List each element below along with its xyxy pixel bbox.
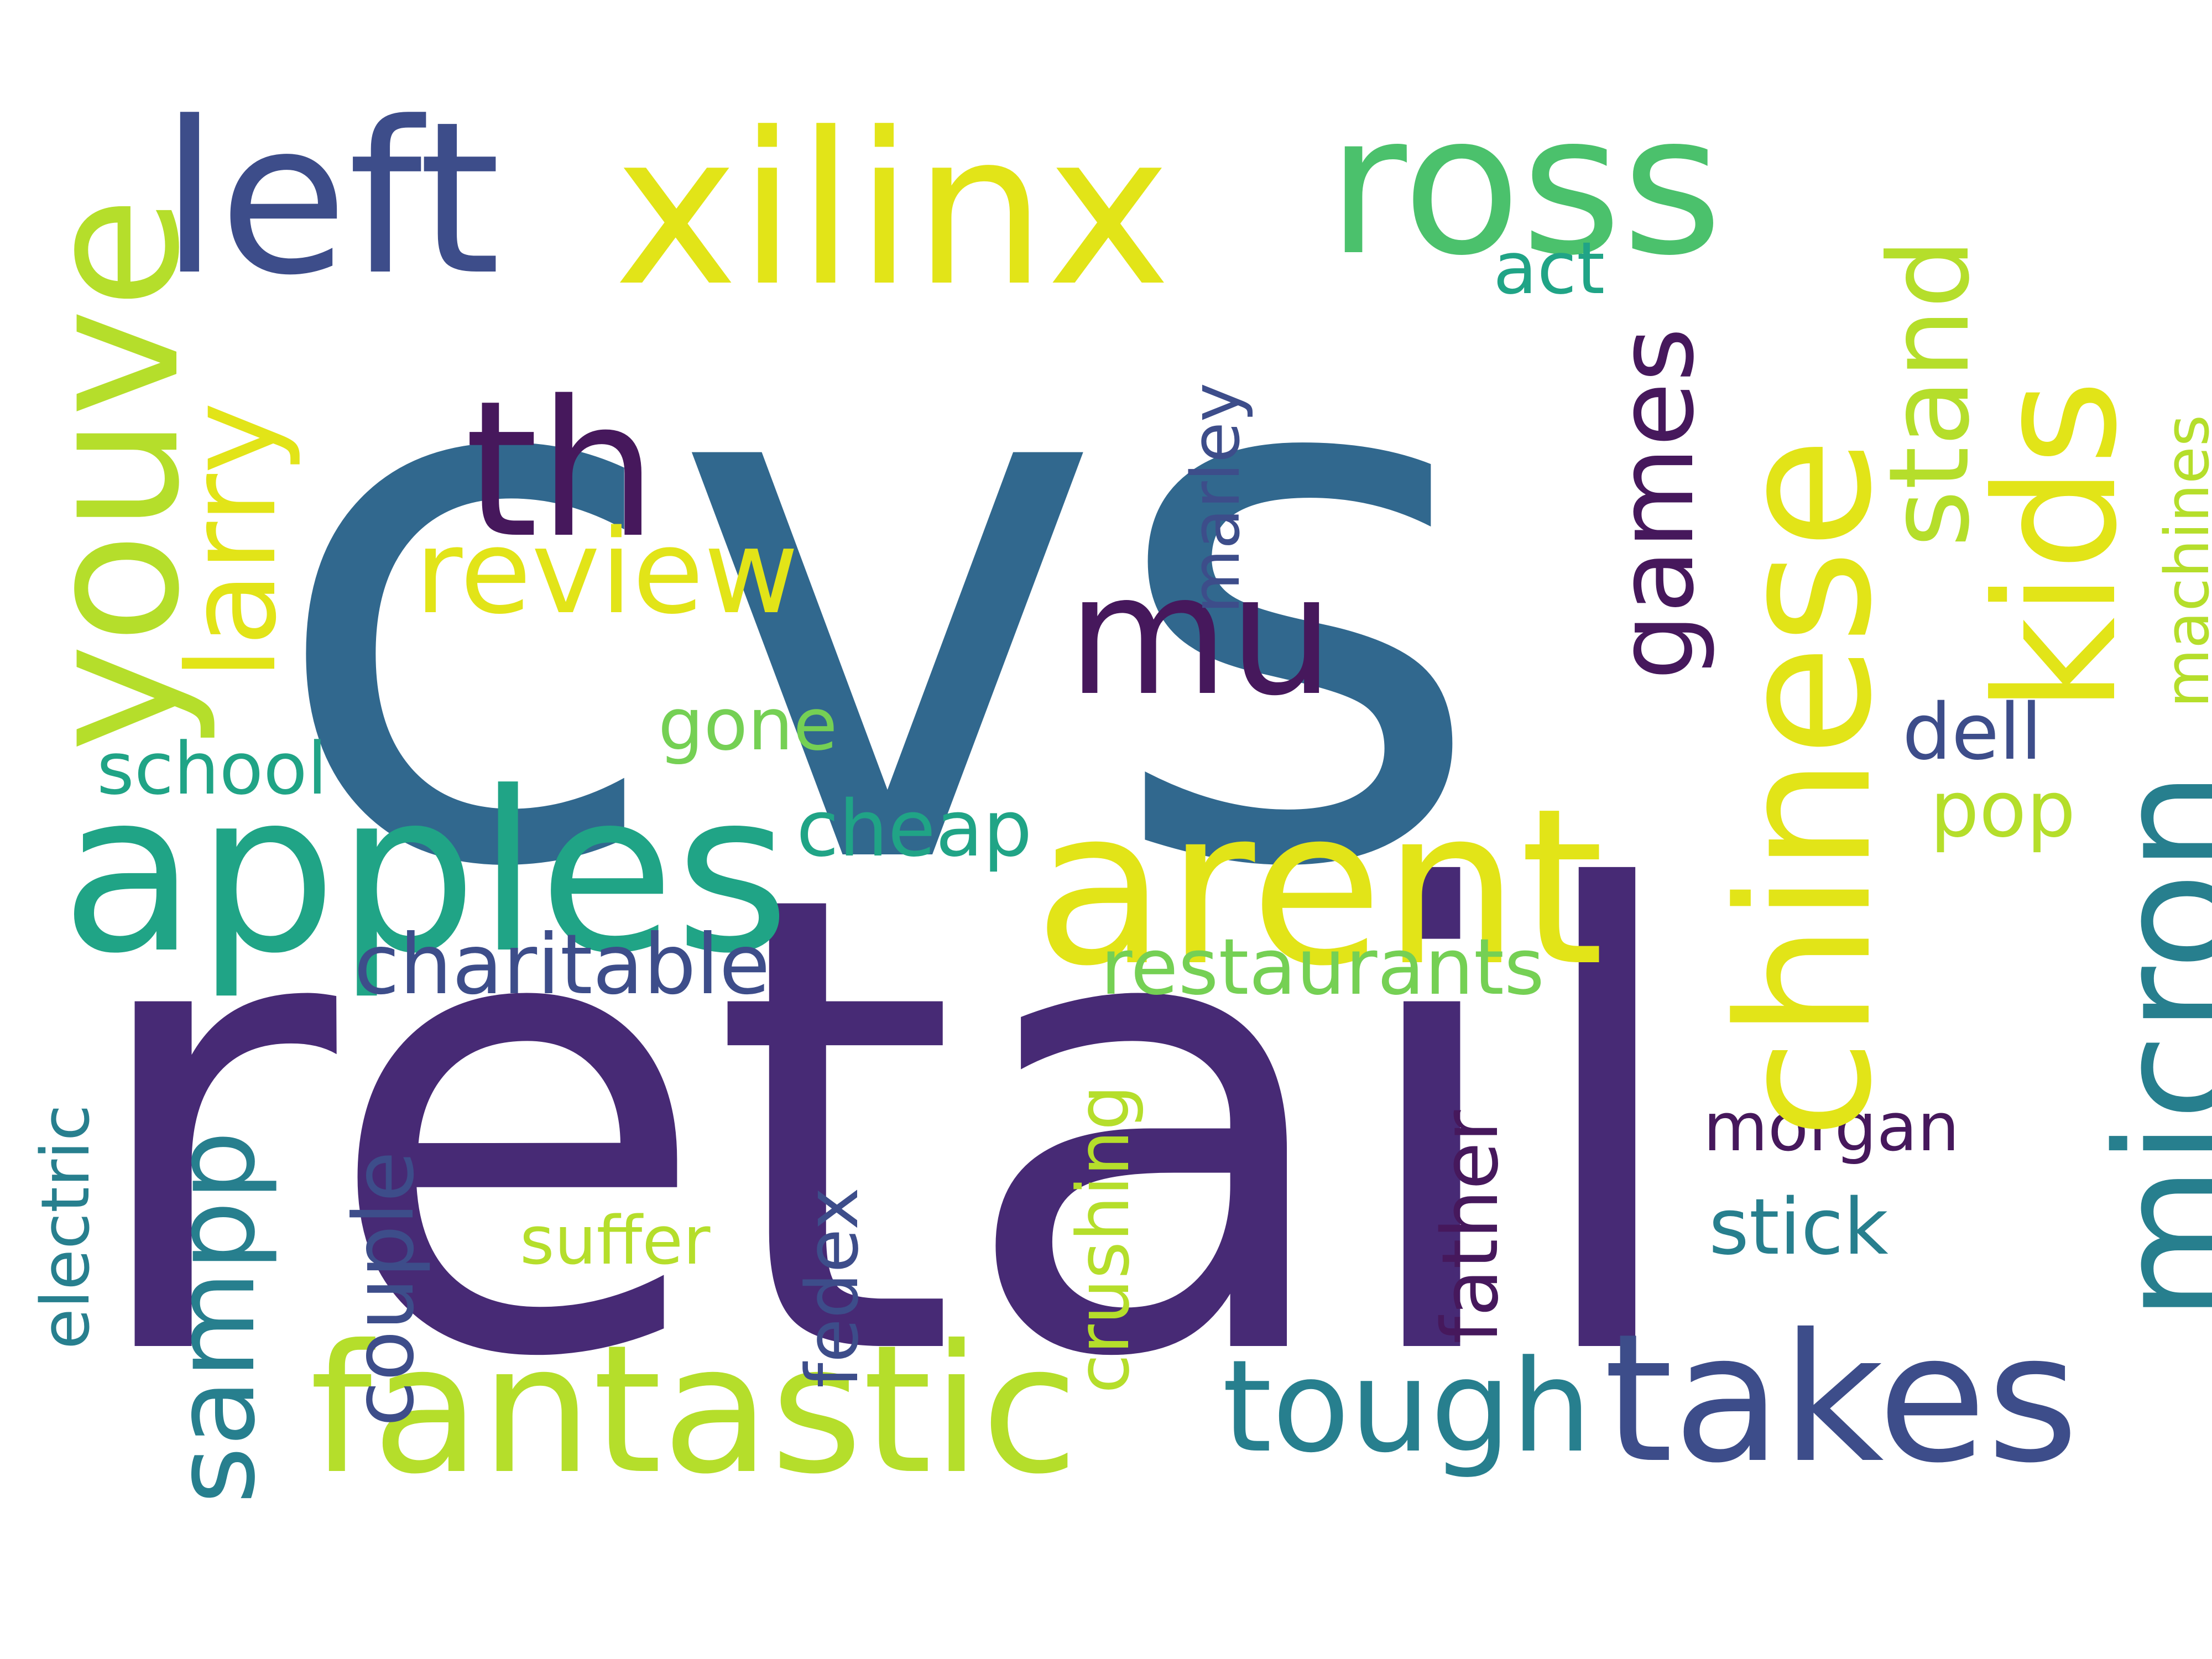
word-ross: ross [1327,72,1723,298]
word-couple: couple [336,1151,432,1427]
word-gone: gone [658,682,838,766]
word-pop: pop [1930,765,2076,855]
word-sampp: sampp [151,1130,280,1505]
word-review: review [415,504,799,640]
word-micron: micron [2083,770,2212,1322]
word-games: games [1595,327,1717,680]
word-takes: takes [1604,1296,2079,1502]
word-cheap: cheap [796,784,1032,874]
word-apples: apples [61,745,790,1002]
word-charitable: charitable [354,917,770,1013]
word-retail: retail [77,761,1695,1495]
word-stand: stand [1865,238,1994,547]
word-th: th [465,361,658,580]
word-larry: larry [161,401,303,680]
word-tough: tough [1222,1333,1592,1481]
word-crushing: crushing [1061,1084,1145,1394]
word-marley: marley [1178,383,1255,614]
word-machines: machines [2152,414,2212,708]
word-suffer: suffer [520,1203,711,1280]
word-arent: arent [1034,762,1604,1013]
word-electric: electric [28,1104,105,1349]
word-dell: dell [1902,687,2042,778]
word-cvs: cvs [265,171,1489,1028]
word-xilinx: xilinx [614,87,1171,332]
word-fedex: fedex [790,1187,874,1388]
word-act: act [1493,226,1605,310]
word-school: school [97,727,327,811]
word-morgan: morgan [1703,1089,1960,1166]
word-left: left [160,76,501,321]
word-father: father [1426,1110,1516,1344]
word-mu: mu [1067,539,1334,732]
word-fantastic: fantastic [310,1307,1079,1513]
word-stick: stick [1709,1182,1888,1272]
word-restaurants: restaurants [1100,922,1545,1013]
word-kids: kids [1960,379,2153,713]
